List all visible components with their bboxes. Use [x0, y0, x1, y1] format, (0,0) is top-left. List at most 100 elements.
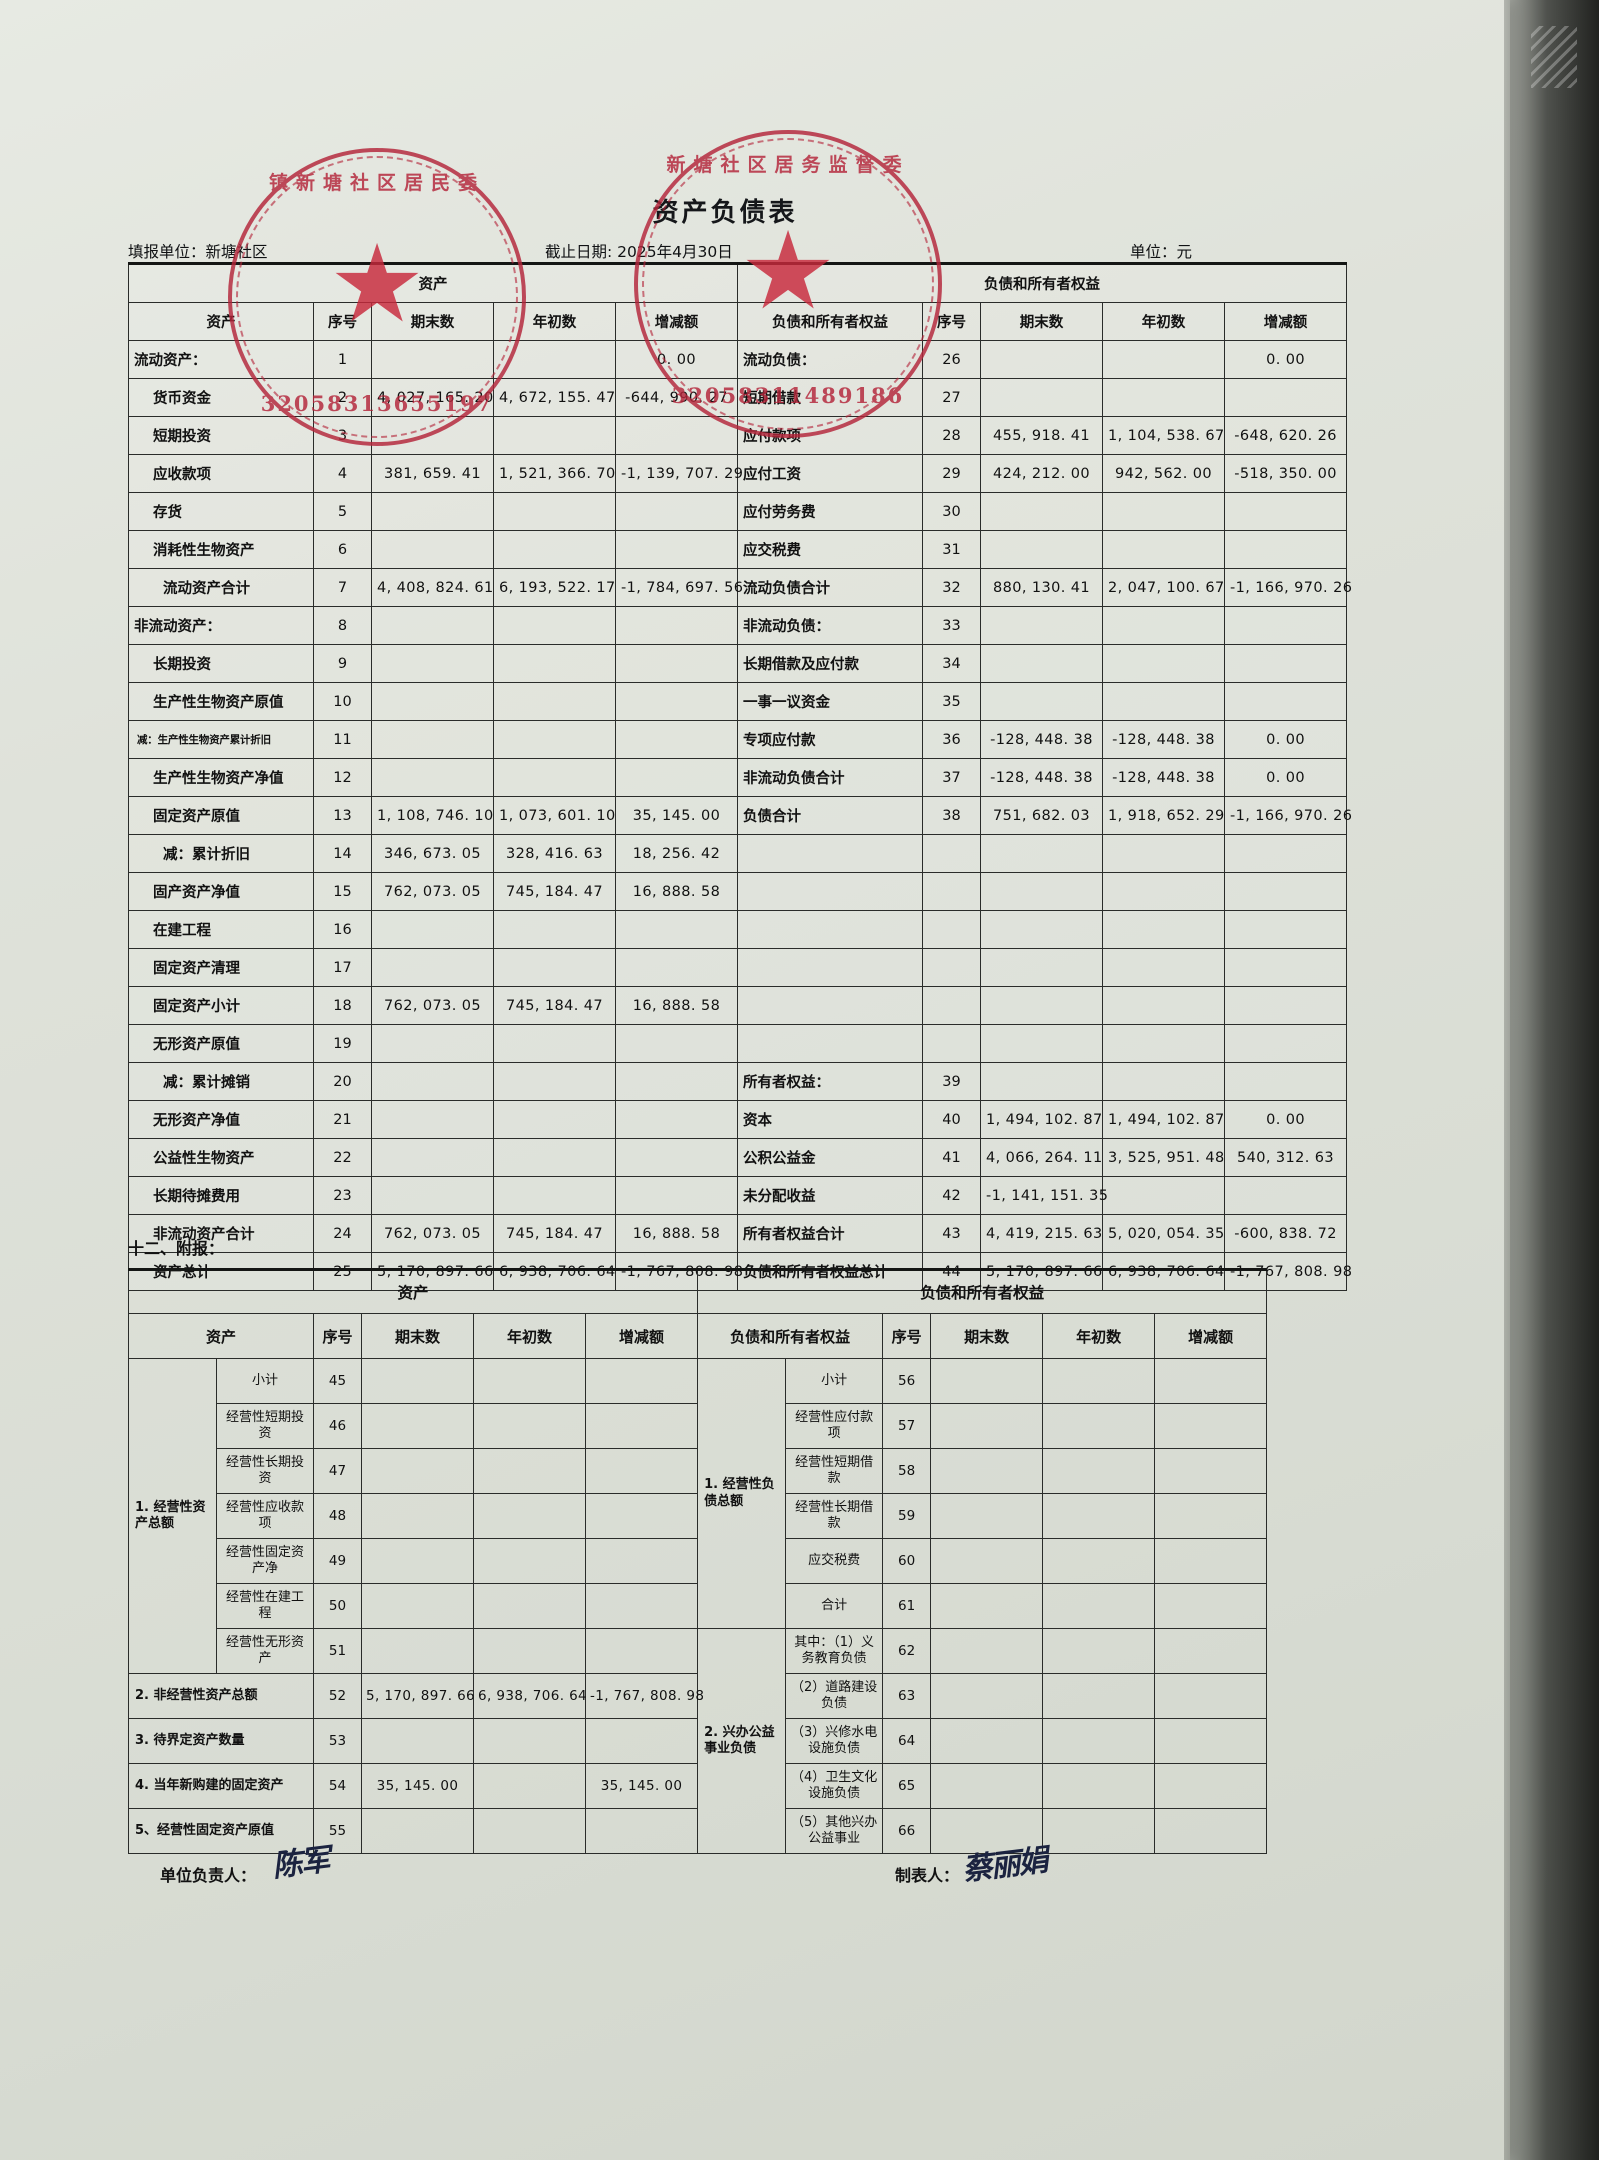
table-row: 应收款项 4 381, 659. 41 1, 521, 366. 70 -1, 139,… [128, 454, 1348, 493]
liability-sn [922, 872, 981, 911]
sup-asset-sn: 55 [313, 1808, 362, 1854]
sup-liab-group-label-2: 2. 兴办公益事业负债 [697, 1628, 787, 1854]
liability-label: 应付款项 [737, 416, 923, 455]
liability-label: 专项应付款 [737, 720, 923, 759]
liability-year-begin [1102, 1176, 1225, 1215]
sup-col-period-end: 期末数 [361, 1313, 474, 1359]
sup-asset-period-end [361, 1493, 474, 1539]
sup-liab-sn: 58 [882, 1448, 932, 1494]
sup-liab-year-begin [1042, 1493, 1156, 1539]
sup-asset-period-end [361, 1403, 474, 1449]
sup-asset-sub-label: 经营性在建工程 [216, 1583, 314, 1629]
col-sn: 序号 [313, 302, 372, 341]
table-row: 减：累计折旧 14 346, 673. 05 328, 416. 63 18, 256.… [128, 834, 1348, 873]
asset-label: 长期投资 [128, 644, 314, 683]
asset-change: 16, 888. 58 [615, 986, 738, 1025]
liability-sn: 33 [922, 606, 981, 645]
liability-change [1223, 948, 1348, 987]
sup-liab-period-end [930, 1493, 1044, 1539]
liability-year-begin [1102, 834, 1225, 873]
sup-liab-sub-label: 经营性应付款项 [785, 1403, 884, 1449]
asset-label: 固定资产原值 [128, 796, 314, 835]
sup-asset-tail-label: 2. 非经营性资产总额 [128, 1673, 314, 1719]
asset-sn: 15 [313, 872, 372, 911]
table-row: 无形资产净值 21 资本 40 1, 494, 102. 87 1, 494, 102. … [128, 1100, 1348, 1139]
liability-year-begin [1102, 1062, 1225, 1101]
sup-liab-tail-label: （2）道路建设负债 [785, 1673, 884, 1719]
asset-sn: 2 [313, 378, 372, 417]
asset-period-end: 762, 073. 05 [371, 1214, 494, 1253]
liability-year-begin [1102, 910, 1225, 949]
liability-sn: 41 [922, 1138, 981, 1177]
sup-asset-change: 35, 145. 00 [584, 1763, 699, 1809]
supplementary-note: 十二、附报： [128, 1239, 225, 1258]
liability-period-end: 4, 066, 264. 11 [980, 1138, 1103, 1177]
asset-sn: 10 [313, 682, 372, 721]
liability-year-begin [1102, 1024, 1225, 1063]
report-date-value: 2025年4月30日 [617, 243, 733, 261]
asset-change: 35, 145. 00 [615, 796, 738, 835]
liability-year-begin: 942, 562. 00 [1102, 454, 1225, 493]
asset-change: 18, 256. 42 [615, 834, 738, 873]
asset-period-end [371, 1176, 494, 1215]
table-row: 固定资产原值 13 1, 108, 746. 10 1, 073, 601. 10 35… [128, 796, 1352, 835]
table-row: 长期投资 9 长期借款及应付款 34 [128, 644, 1348, 683]
sup-asset-sn: 46 [313, 1403, 362, 1449]
sup-liab-change [1154, 1628, 1268, 1674]
liability-sn: 39 [922, 1062, 981, 1101]
liability-label: 流动负债： [737, 340, 923, 379]
sup-asset-period-end [361, 1583, 474, 1629]
sup-asset-change [584, 1628, 699, 1674]
sup-liab-change [1154, 1448, 1268, 1494]
sup-liab-year-begin [1042, 1403, 1156, 1449]
asset-label: 流动资产合计 [128, 568, 314, 607]
liability-period-end [980, 378, 1103, 417]
liability-year-begin [1102, 644, 1225, 683]
asset-sn: 19 [313, 1024, 372, 1063]
asset-sn: 3 [313, 416, 372, 455]
sup-liab-sn: 62 [882, 1628, 932, 1674]
asset-sn: 6 [313, 530, 372, 569]
liability-label: 资本 [737, 1100, 923, 1139]
sup-col-liability-name: 负债和所有者权益 [697, 1313, 884, 1359]
asset-sn: 24 [313, 1214, 372, 1253]
liability-change [1223, 910, 1348, 949]
asset-sn: 4 [313, 454, 372, 493]
liability-year-begin: -128, 448. 38 [1102, 758, 1225, 797]
asset-year-begin [493, 682, 616, 721]
asset-period-end: 4, 027, 165. 20 [371, 378, 494, 417]
liabilities-group-header: 负债和所有者权益 [736, 262, 1348, 303]
liability-sn: 38 [922, 796, 981, 835]
sup-asset-year-begin [473, 1718, 586, 1764]
sup-asset-sub-label: 经营性应收款项 [216, 1493, 314, 1539]
col-year-begin: 年初数 [493, 302, 616, 341]
liability-sn: 26 [922, 340, 981, 379]
sup-assets-group-header: 资产 [127, 1268, 699, 1314]
sup-liab-change [1154, 1808, 1268, 1854]
asset-year-begin [493, 720, 616, 759]
asset-year-begin: 4, 672, 155. 47 [493, 378, 616, 417]
liability-sn: 40 [922, 1100, 981, 1139]
sup-asset-sn: 49 [313, 1538, 362, 1584]
liability-change: -648, 620. 26 [1223, 416, 1348, 455]
sup-liab-sn: 65 [882, 1763, 932, 1809]
liability-label [737, 1024, 923, 1063]
sup-asset-period-end [361, 1628, 474, 1674]
liability-period-end: -128, 448. 38 [980, 720, 1103, 759]
table-row: 在建工程 16 [128, 910, 1348, 949]
asset-label: 减：累计折旧 [128, 834, 314, 873]
asset-label: 固产资产净值 [128, 872, 314, 911]
liability-period-end [980, 948, 1103, 987]
asset-label: 生产性生物资产原值 [128, 682, 314, 721]
table-row: 4. 当年新购建的固定资产 54 35, 145. 00 35, 145. 00 （4）… [128, 1763, 1268, 1809]
sup-liab-period-end [930, 1583, 1044, 1629]
table-row: 经营性无形资产 51 2. 兴办公益事业负债 其中：（1）义务教育负债 62 [129, 1628, 1268, 1854]
sup-liab-year-begin [1042, 1763, 1156, 1809]
liability-sn: 30 [922, 492, 981, 531]
table-row: 非流动资产： 8 非流动负债： 33 [128, 606, 1348, 645]
asset-change [615, 416, 738, 455]
sup-asset-period-end [361, 1448, 474, 1494]
liability-period-end: 424, 212. 00 [980, 454, 1103, 493]
asset-year-begin [493, 530, 616, 569]
sup-asset-change [584, 1808, 699, 1854]
